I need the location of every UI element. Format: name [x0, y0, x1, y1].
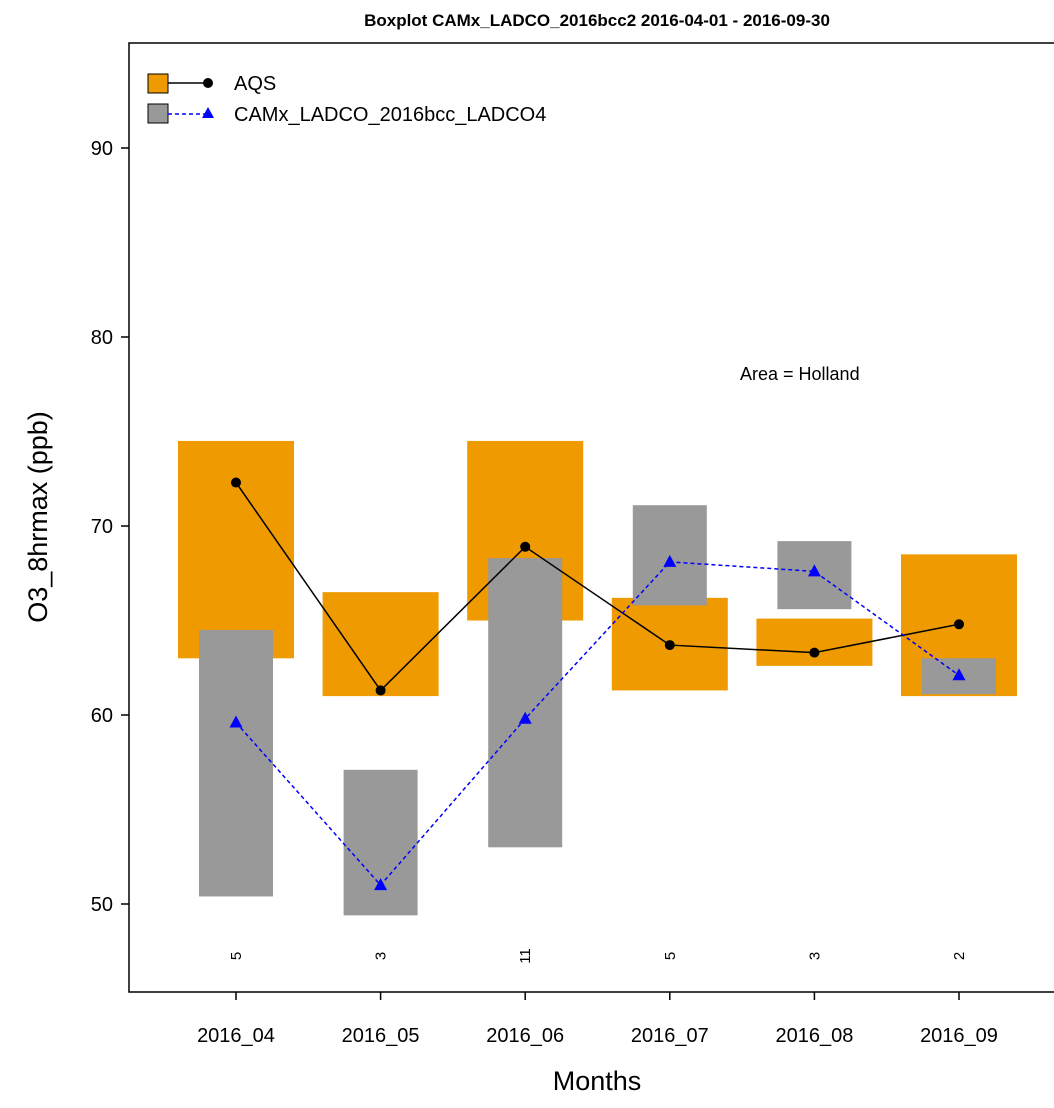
y-tick-label-70: 70: [91, 516, 113, 538]
count-labels: 5 3 11 5 3 2: [228, 948, 968, 964]
marker-layer: [229, 477, 966, 891]
plot-frame: [128, 42, 1054, 993]
aqs-median-point-2016_08: [809, 647, 820, 658]
chart-title: Boxplot CAMx_LADCO_2016bcc2 2016-04-01 -…: [364, 11, 830, 30]
aqs-median-point-2016_06: [520, 541, 531, 552]
camx-box-2016_05: [343, 769, 418, 916]
y-tick-label-60: 60: [91, 705, 113, 727]
x-axis-label: Months: [553, 1066, 642, 1096]
x-tick-label-2016_06: 2016_06: [486, 1025, 564, 1047]
camx-box-2016_04: [199, 629, 273, 897]
y-tick-label-80: 80: [91, 327, 113, 349]
aqs-median-point-2016_07: [664, 640, 675, 651]
camx-median-point-2016_04: [229, 715, 243, 728]
x-tick-label-2016_08: 2016_08: [775, 1025, 853, 1047]
area-annotation: Area = Holland: [740, 364, 860, 384]
aqs-median-point-2016_09: [954, 619, 964, 630]
camx-median-point-2016_07: [663, 554, 677, 567]
legend-label-aqs: AQS: [234, 73, 276, 95]
legend-swatch-aqs: [147, 73, 169, 94]
legend-marker-aqs: [203, 78, 213, 88]
aqs-median-line: [235, 482, 960, 692]
camx-median-point-2016_09: [952, 668, 966, 681]
series-line-layer: [235, 482, 960, 887]
count-label-2016_08: 3: [806, 952, 823, 960]
aqs-box-2016_05: [322, 592, 439, 697]
count-label-2016_06: 11: [517, 948, 534, 964]
count-label-2016_05: 3: [373, 952, 390, 960]
aqs-box-2016_04: [178, 440, 294, 659]
camx-median-point-2016_08: [807, 564, 821, 577]
x-axis: 2016_04 2016_05 2016_06 2016_07 2016_08 2016_…: [197, 992, 998, 1047]
x-tick-label-2016_04: 2016_04: [197, 1025, 275, 1047]
legend: AQS CAMx_LADCO_2016bcc_LADCO4: [147, 73, 546, 126]
box-layer: [178, 440, 1017, 916]
y-tick-label-90: 90: [91, 138, 113, 160]
camx-median-point-2016_06: [518, 711, 532, 724]
count-label-2016_09: 2: [951, 952, 968, 960]
count-label-2016_07: 5: [662, 952, 679, 960]
aqs-median-point-2016_04: [231, 477, 241, 488]
camx-median-point-2016_05: [374, 878, 388, 891]
x-tick-label-2016_07: 2016_07: [631, 1025, 709, 1047]
legend-swatch-camx: [147, 103, 169, 124]
y-axis-label: O3_8hrmax (ppb): [23, 411, 53, 623]
count-label-2016_04: 5: [228, 952, 245, 960]
legend-marker-camx: [202, 107, 214, 118]
aqs-median-point-2016_05: [375, 685, 386, 696]
camx-box-2016_06: [488, 558, 563, 848]
y-axis: 50 60 70 80 90: [91, 138, 129, 916]
y-tick-label-50: 50: [91, 894, 113, 916]
x-tick-label-2016_09: 2016_09: [920, 1025, 998, 1047]
legend-label-camx: CAMx_LADCO_2016bcc_LADCO4: [234, 104, 546, 126]
x-tick-label-2016_05: 2016_05: [342, 1025, 420, 1047]
aqs-box-2016_08: [756, 618, 873, 666]
